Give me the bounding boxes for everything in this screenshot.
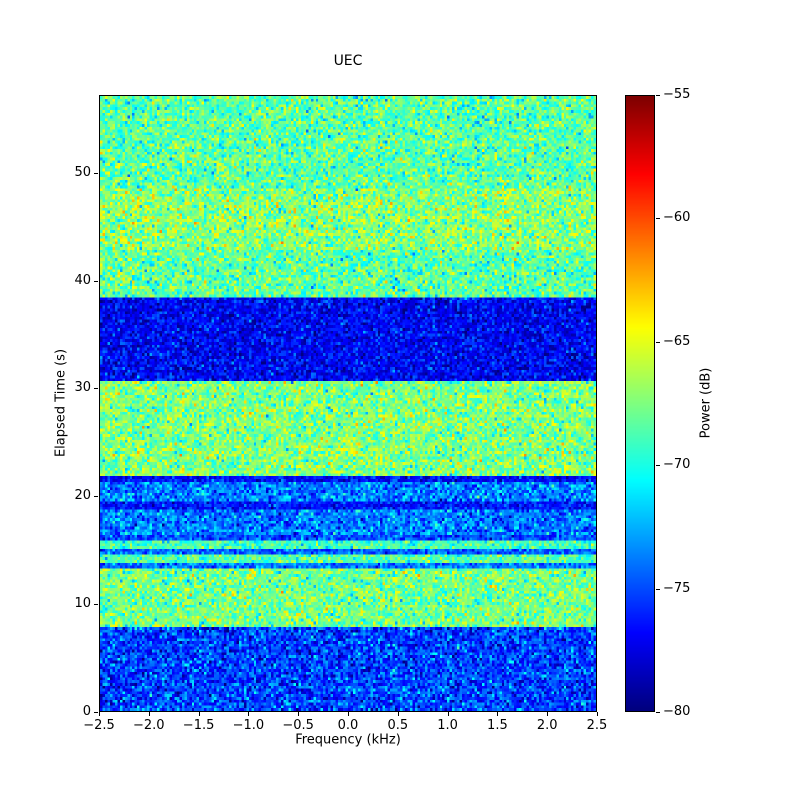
colorbar-tick-label: −70 <box>663 457 691 473</box>
x-tick-label: 1.0 <box>437 718 458 733</box>
y-tick-mark <box>94 388 98 390</box>
y-tick-label: 10 <box>74 596 91 612</box>
colorbar-tick-label: −60 <box>663 210 691 226</box>
spectrogram-axes <box>99 95 597 712</box>
y-tick-mark <box>94 712 98 713</box>
x-tick-label: 0.5 <box>387 718 409 733</box>
x-tick-mark <box>298 712 300 716</box>
colorbar-tick-label: −80 <box>663 704 691 719</box>
x-tick-label: 1.5 <box>487 718 508 733</box>
x-tick-mark <box>497 712 499 716</box>
colorbar <box>625 95 655 712</box>
colorbar-tick-mark <box>656 712 660 713</box>
colorbar-gradient <box>626 96 654 711</box>
x-tick-label: −2.0 <box>133 718 165 733</box>
x-tick-mark <box>597 712 598 716</box>
colorbar-tick-mark <box>656 588 660 590</box>
x-tick-label: 2.5 <box>586 718 608 733</box>
x-tick-mark <box>148 712 150 716</box>
colorbar-tick-mark <box>656 95 660 96</box>
y-tick-label: 40 <box>74 272 91 288</box>
x-tick-mark <box>447 712 449 716</box>
colorbar-label: Power (dB) <box>698 367 714 439</box>
colorbar-tick-label: −75 <box>663 580 691 596</box>
colorbar-tick-mark <box>656 465 660 467</box>
y-tick-mark <box>94 172 98 174</box>
x-tick-mark <box>248 712 250 716</box>
x-axis-label: Frequency (kHz) <box>295 732 401 748</box>
y-tick-label: 20 <box>74 488 91 504</box>
colorbar-tick-label: −55 <box>663 87 691 102</box>
colorbar-tick-mark <box>656 341 660 343</box>
y-tick-label: 0 <box>82 704 91 719</box>
x-tick-label: 2.0 <box>536 718 558 733</box>
x-tick-mark <box>547 712 549 716</box>
x-tick-mark <box>348 712 349 716</box>
y-tick-mark <box>94 604 98 606</box>
x-tick-mark <box>397 712 399 716</box>
x-tick-mark <box>99 712 100 716</box>
x-tick-label: −2.5 <box>83 718 115 733</box>
x-tick-label: −1.0 <box>232 718 265 733</box>
y-tick-label: 50 <box>74 164 91 180</box>
x-tick-mark <box>198 712 200 716</box>
y-axis-label: Elapsed Time (s) <box>53 348 69 458</box>
colorbar-tick-mark <box>656 218 660 220</box>
y-tick-mark <box>94 496 98 498</box>
plot-title: UEC <box>333 53 363 69</box>
colorbar-tick-label: −65 <box>663 333 691 349</box>
y-tick-label: 30 <box>74 380 91 396</box>
x-tick-label: 0.0 <box>337 718 359 733</box>
x-tick-label: −0.5 <box>282 718 314 733</box>
y-tick-mark <box>94 280 98 282</box>
x-tick-label: −1.5 <box>182 718 215 733</box>
spectrogram-heatmap <box>100 96 596 711</box>
